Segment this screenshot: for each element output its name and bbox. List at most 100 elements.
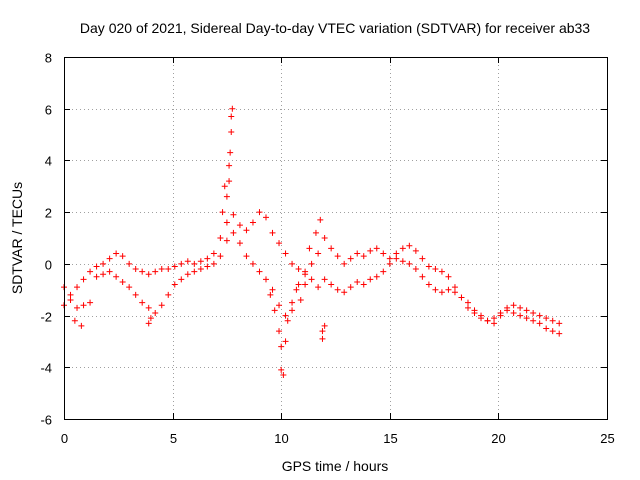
data-point (419, 273, 426, 280)
data-point (80, 302, 87, 309)
data-point (145, 304, 152, 311)
data-point (217, 235, 224, 241)
data-point (276, 328, 283, 335)
data-point (210, 250, 217, 257)
data-point (347, 284, 354, 291)
data-point (295, 266, 302, 273)
data-point (530, 317, 537, 324)
data-point (347, 255, 354, 262)
data-point (165, 266, 172, 273)
data-point (145, 320, 152, 327)
data-point (367, 276, 374, 283)
data-point (278, 366, 285, 373)
data-point (510, 302, 517, 309)
data-point (178, 260, 185, 267)
axis-ticks: 0 5 10 15 20 25 -6 -4 -2 0 2 4 6 8 (40, 51, 614, 447)
data-point (367, 247, 374, 254)
data-point (478, 312, 485, 319)
data-point (236, 240, 243, 247)
data-point (93, 273, 100, 280)
data-point (145, 271, 152, 278)
data-point (217, 253, 224, 260)
data-point (471, 307, 478, 314)
data-point (308, 276, 315, 283)
data-point (319, 328, 326, 335)
data-point (412, 247, 419, 254)
data-point (289, 299, 296, 306)
data-point (223, 237, 230, 244)
data-point (380, 268, 387, 275)
data-point (334, 253, 341, 260)
data-point (87, 299, 94, 306)
data-point (147, 315, 154, 322)
data-point (223, 193, 230, 200)
data-point (321, 276, 328, 283)
data-point (262, 276, 269, 283)
x-tick-label: 5 (170, 431, 177, 446)
data-point (386, 255, 393, 262)
data-point (249, 260, 256, 267)
data-point (510, 309, 517, 316)
data-point (100, 271, 107, 278)
data-point (530, 309, 537, 316)
data-point (406, 260, 413, 267)
data-point (223, 219, 230, 226)
data-point (543, 315, 550, 322)
x-tick-label: 20 (491, 431, 505, 446)
data-point (373, 273, 380, 280)
data-point (67, 297, 74, 304)
data-point (262, 214, 269, 221)
y-tick-label: -4 (40, 361, 52, 376)
data-point (297, 297, 304, 304)
data-point (380, 250, 387, 257)
data-point (549, 328, 556, 335)
data-point (373, 245, 380, 252)
data-point (221, 183, 228, 190)
data-point (360, 281, 367, 288)
data-point (204, 255, 211, 262)
data-point (230, 211, 237, 218)
data-point (386, 260, 393, 267)
data-point (171, 281, 178, 288)
data-point (74, 304, 81, 311)
data-point (302, 271, 309, 278)
data-point (126, 284, 133, 291)
data-point (93, 263, 100, 270)
chart-title: Day 020 of 2021, Sidereal Day-to-day VTE… (80, 20, 590, 36)
data-point (399, 245, 406, 252)
data-point (106, 255, 113, 262)
data-point (191, 260, 198, 267)
data-point (399, 258, 406, 265)
data-point (119, 278, 126, 285)
data-point (308, 260, 315, 267)
x-tick-label: 10 (274, 431, 288, 446)
data-point (78, 322, 85, 329)
data-point (438, 268, 445, 275)
data-points (61, 105, 563, 379)
y-tick-label: 8 (45, 51, 52, 66)
data-point (178, 276, 185, 283)
series-1 (61, 229, 563, 337)
data-point (302, 281, 309, 288)
data-point (184, 271, 191, 278)
data-point (523, 315, 530, 322)
data-point (295, 281, 302, 288)
data-point (425, 263, 432, 270)
data-point (445, 286, 452, 293)
data-point (393, 250, 400, 257)
y-tick-label: 6 (45, 103, 52, 118)
data-point (269, 229, 276, 236)
data-point (523, 307, 530, 314)
data-point (432, 266, 439, 273)
data-point (256, 209, 263, 216)
data-point (393, 255, 400, 262)
data-point (315, 284, 322, 291)
data-point (293, 286, 300, 293)
data-point (317, 216, 324, 223)
data-point (87, 268, 94, 275)
data-point (284, 317, 291, 324)
data-point (243, 227, 250, 234)
data-point (321, 235, 328, 241)
data-point (249, 219, 256, 226)
